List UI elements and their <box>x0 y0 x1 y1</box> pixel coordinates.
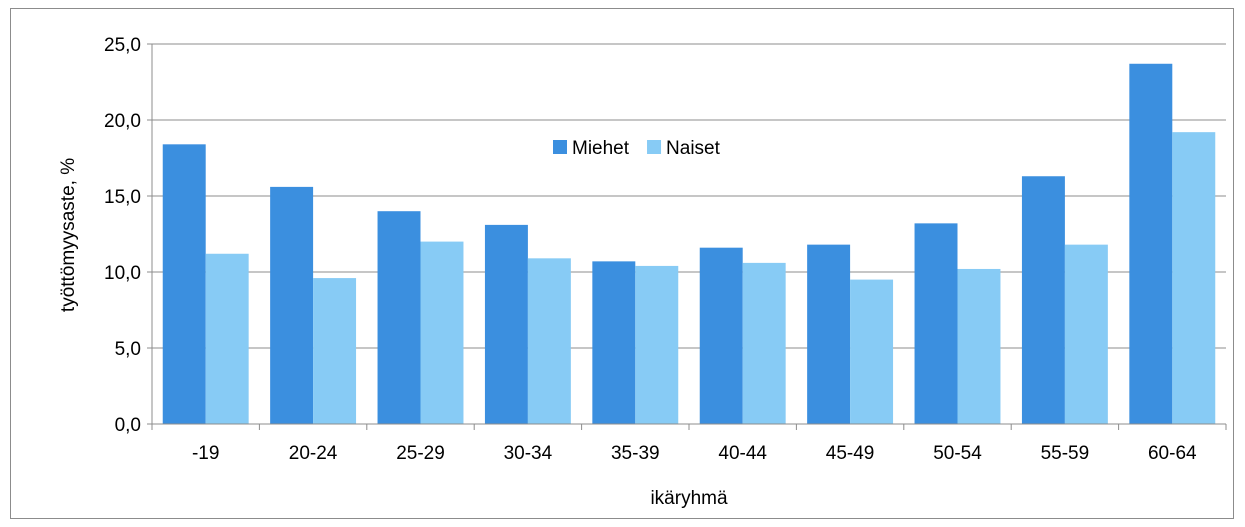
x-tick-label: 45-49 <box>826 443 875 464</box>
bar-naiset <box>957 268 1001 424</box>
legend-label-miehet: Miehet <box>572 138 630 159</box>
bar-naiset <box>313 278 357 424</box>
bar-naiset <box>742 262 786 424</box>
y-tick-label: 25,0 <box>104 35 141 56</box>
x-tick-label: 50-54 <box>933 443 982 464</box>
legend-label-naiset: Naiset <box>666 138 721 159</box>
axes <box>151 44 1227 430</box>
x-tick-label: 25-29 <box>396 443 445 464</box>
x-tick-label: 20-24 <box>289 443 338 464</box>
legend: Miehet Naiset <box>553 138 721 159</box>
x-tick-label: 55-59 <box>1041 443 1090 464</box>
bar-miehet <box>699 247 743 424</box>
y-tick-label: 15,0 <box>104 187 141 208</box>
bar-miehet <box>1021 176 1065 424</box>
y-tick-labels: 0,0 5,0 10,0 15,0 20,0 25,0 <box>104 35 141 436</box>
y-tick-label: 20,0 <box>104 111 141 132</box>
x-tick-labels: -19 20-24 25-29 30-34 35-39 40-44 45-49 50-54 55… <box>192 443 1197 464</box>
y-tick-label: 0,0 <box>115 415 141 436</box>
bar-naiset <box>420 241 464 424</box>
x-tick-label: 30-34 <box>504 443 553 464</box>
bar-naiset <box>205 253 249 424</box>
bar-miehet <box>807 244 851 424</box>
bar-miehet <box>270 186 314 424</box>
x-axis-title: ikäryhmä <box>650 488 728 509</box>
bar-naiset <box>635 265 679 424</box>
bar-naiset <box>850 279 894 424</box>
legend-swatch-naiset <box>647 140 662 154</box>
bar-naiset <box>1064 244 1108 424</box>
y-axis-title: työttömyysaste, % <box>58 158 79 312</box>
bar-miehet <box>377 211 421 424</box>
bar-naiset <box>1172 132 1216 424</box>
bar-naiset <box>527 258 571 424</box>
bar-miehet <box>1129 63 1173 424</box>
bar-miehet <box>914 223 958 424</box>
bar-miehet <box>592 261 636 424</box>
y-tick-label: 10,0 <box>104 263 141 284</box>
y-tick-label: 5,0 <box>115 339 141 360</box>
legend-swatch-miehet <box>553 140 567 154</box>
x-tick-label: 40-44 <box>718 443 767 464</box>
x-tick-label: 35-39 <box>611 443 660 464</box>
x-tick-label: -19 <box>192 443 219 464</box>
bar-miehet <box>484 224 528 424</box>
bar-miehet <box>162 144 206 424</box>
bars <box>162 63 1216 424</box>
x-tick-label: 60-64 <box>1148 443 1197 464</box>
